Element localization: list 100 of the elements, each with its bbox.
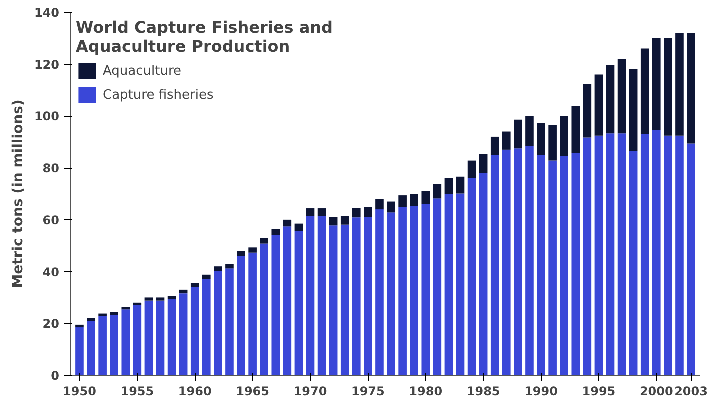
bar — [76, 328, 84, 376]
bar — [87, 318, 96, 322]
bar — [422, 204, 430, 376]
bar — [329, 217, 338, 226]
y-tick-label: 80 — [42, 162, 60, 176]
bar — [226, 268, 234, 376]
x-tick-label: 1960 — [178, 384, 212, 398]
bar — [514, 120, 522, 149]
bar — [387, 202, 396, 213]
bar — [560, 116, 568, 156]
bar — [618, 59, 626, 134]
bar — [110, 312, 118, 316]
bar — [526, 116, 534, 146]
bar — [514, 148, 522, 376]
x-tick-label: 1985 — [466, 384, 500, 398]
y-tick-label: 60 — [42, 213, 60, 228]
bar — [248, 248, 257, 253]
bar — [548, 160, 557, 376]
bar — [468, 160, 476, 178]
x-tick-label: 1970 — [294, 384, 328, 398]
bar — [456, 176, 465, 194]
x-tick-label: 2000 — [640, 384, 674, 398]
bar — [98, 316, 107, 376]
bar — [283, 220, 292, 227]
bar — [306, 216, 315, 376]
bar — [340, 224, 350, 376]
bar — [629, 70, 638, 152]
y-tick-label: 120 — [34, 58, 60, 72]
bar — [398, 196, 407, 208]
bar — [560, 156, 568, 376]
x-tick-label: 2003 — [674, 384, 708, 398]
bar — [226, 264, 234, 269]
bar — [537, 155, 546, 376]
bar — [214, 271, 222, 376]
bar — [606, 134, 615, 376]
bar — [144, 298, 154, 301]
bar — [664, 38, 672, 136]
bar — [122, 310, 130, 376]
bar — [572, 153, 580, 376]
bar — [468, 178, 476, 376]
bar — [433, 198, 442, 376]
bar — [294, 224, 304, 232]
bar — [283, 226, 292, 376]
x-tick-label: 1950 — [63, 384, 96, 398]
x-tick-label: 1955 — [120, 384, 154, 398]
y-tick-label: 20 — [42, 317, 60, 332]
bar — [676, 33, 684, 136]
bar — [202, 279, 211, 376]
bar — [122, 307, 130, 310]
bar — [664, 136, 672, 376]
x-tick-label: 1975 — [351, 384, 385, 398]
bar — [594, 74, 604, 136]
bar — [156, 298, 165, 301]
bar — [398, 207, 407, 376]
bar — [352, 218, 361, 376]
bar — [652, 130, 661, 376]
y-tick-label: 0 — [51, 369, 60, 383]
bar — [387, 212, 396, 376]
bar — [144, 300, 154, 376]
bar — [168, 300, 176, 376]
bar — [340, 216, 350, 225]
bar — [422, 191, 430, 204]
bar — [479, 173, 488, 376]
bar — [260, 238, 268, 244]
y-tick-label: 40 — [42, 265, 60, 280]
y-axis-title: Metric tons (in millions) — [10, 100, 26, 288]
bar — [444, 194, 454, 376]
bar — [133, 302, 142, 306]
bar — [248, 252, 257, 376]
bar — [490, 155, 500, 376]
x-tick-label: 1980 — [409, 384, 443, 398]
bar — [594, 136, 604, 376]
bar — [190, 283, 200, 288]
bar — [156, 300, 165, 376]
x-tick-label: 1965 — [236, 384, 270, 398]
bar — [237, 256, 246, 376]
bar — [110, 315, 118, 376]
bar — [640, 48, 650, 134]
bar — [479, 154, 488, 174]
x-tick-label: 1990 — [524, 384, 558, 398]
bar — [179, 294, 188, 376]
bar — [502, 150, 511, 376]
bar — [687, 144, 696, 376]
bar — [87, 321, 96, 376]
bar — [179, 290, 188, 294]
bar — [687, 33, 696, 144]
bar — [214, 266, 222, 272]
bar — [652, 38, 661, 130]
bar — [190, 287, 200, 376]
bar — [352, 208, 361, 218]
y-tick-label: 140 — [34, 6, 60, 20]
bar — [202, 274, 211, 280]
bar — [318, 208, 326, 216]
bar — [318, 216, 326, 376]
bar — [410, 194, 418, 206]
bar — [583, 138, 592, 376]
bar — [364, 207, 372, 218]
bar — [410, 206, 418, 376]
bar — [329, 226, 338, 376]
bar — [526, 146, 534, 376]
